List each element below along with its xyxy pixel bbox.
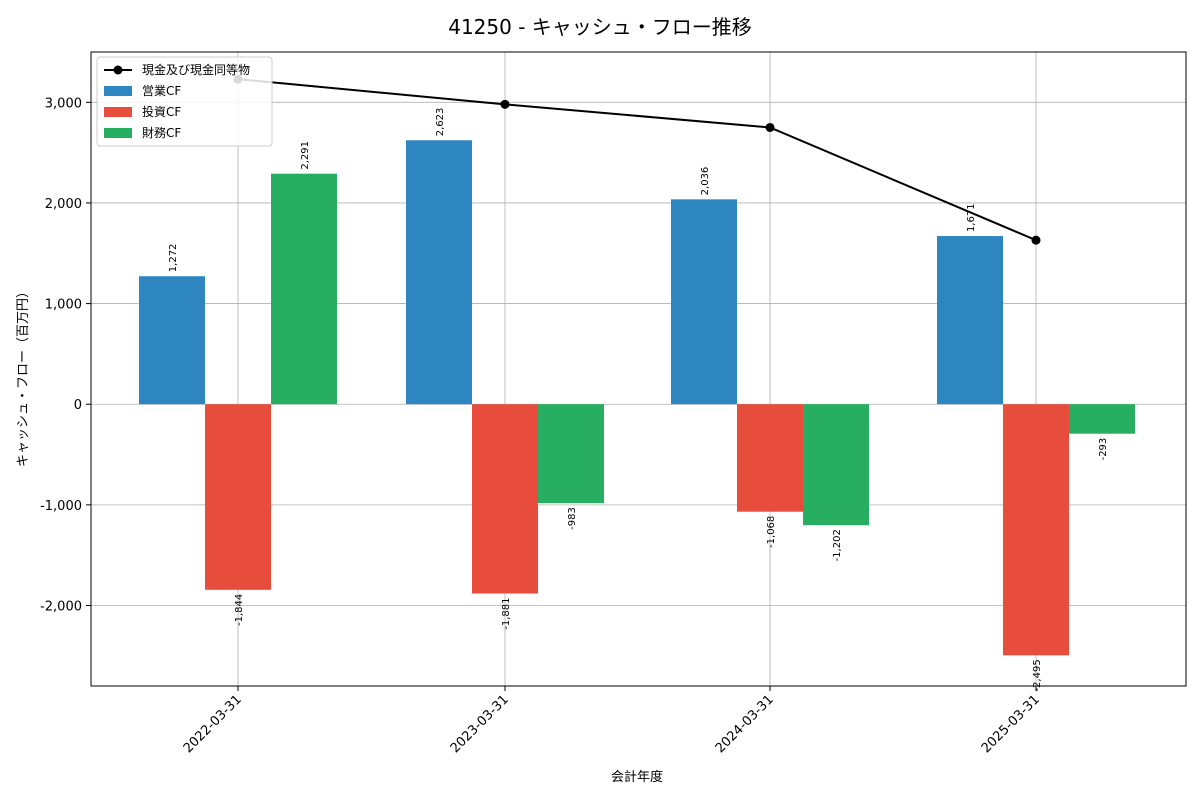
line-layer [233, 74, 1041, 245]
plot-frame [90, 51, 1187, 687]
bar-0-1 [406, 140, 472, 405]
legend-swatch-2 [104, 107, 132, 117]
data-label-0-3: 1,671 [966, 203, 977, 232]
x-tick-label: 2025-03-31 [979, 692, 1043, 756]
bar-0-2 [671, 199, 737, 405]
legend-box [96, 56, 273, 147]
bar-1-1 [472, 404, 538, 594]
cash-point-3 [1031, 235, 1041, 245]
data-label-2-0: 2,291 [300, 141, 311, 170]
cash-point-1 [500, 99, 510, 109]
y-tick-label: 2,000 [45, 197, 82, 212]
data-label-1-2: -1,068 [766, 516, 777, 548]
x-axis-label: 会計年度 [611, 769, 663, 785]
data-label-1-1: -1,881 [501, 598, 512, 630]
bar-1-3 [1003, 404, 1069, 656]
y-tick-label: -2,000 [40, 599, 82, 614]
legend-label-1: 営業CF [142, 84, 181, 98]
data-label-2-1: -983 [567, 507, 578, 530]
y-tick-label: -1,000 [40, 499, 82, 514]
data-label-1-0: -1,844 [234, 594, 245, 626]
data-label-0-0: 1,272 [168, 244, 179, 273]
legend-line-marker [113, 65, 123, 75]
bar-2-0 [271, 173, 337, 405]
data-label-1-3: -2,495 [1032, 659, 1043, 691]
bar-1-0 [205, 404, 271, 590]
data-labels-layer: 1,272 2,623 2,036 1,671 -1,844 -1,881 -1,068 -2… [168, 108, 1109, 692]
x-tick-label: 2024-03-31 [713, 692, 777, 756]
legend-swatch-3 [104, 128, 132, 138]
chart-title: 41250 - キャッシュ・フロー推移 [448, 15, 752, 39]
legend-label-2: 投資CF [142, 104, 181, 119]
bar-2-3 [1069, 404, 1135, 434]
bars-layer [139, 140, 1135, 656]
bar-0-3 [937, 236, 1003, 405]
y-tick-label: 0 [74, 398, 82, 413]
data-label-0-2: 2,036 [700, 167, 711, 196]
bar-2-2 [803, 404, 869, 526]
bar-2-1 [538, 404, 604, 504]
x-tick-label: 2022-03-31 [181, 692, 245, 756]
data-label-2-2: -1,202 [832, 529, 843, 561]
data-label-0-1: 2,623 [435, 108, 446, 137]
legend-label-0: 現金及び現金同等物 [142, 62, 250, 77]
legend-swatch-1 [104, 86, 132, 96]
y-tick-label: 1,000 [45, 298, 82, 313]
cash-point-2 [765, 122, 775, 132]
cash-line [237, 78, 1037, 242]
legend-label-3: 財務CF [142, 125, 181, 140]
bar-0-0 [139, 276, 205, 405]
y-tick-label: 3,000 [45, 96, 82, 111]
data-label-2-3: -293 [1098, 438, 1109, 461]
bar-1-2 [737, 404, 803, 512]
x-tick-label: 2023-03-31 [448, 692, 512, 756]
y-axis-label: キャッシュ・フロー（百万円） [16, 285, 31, 467]
